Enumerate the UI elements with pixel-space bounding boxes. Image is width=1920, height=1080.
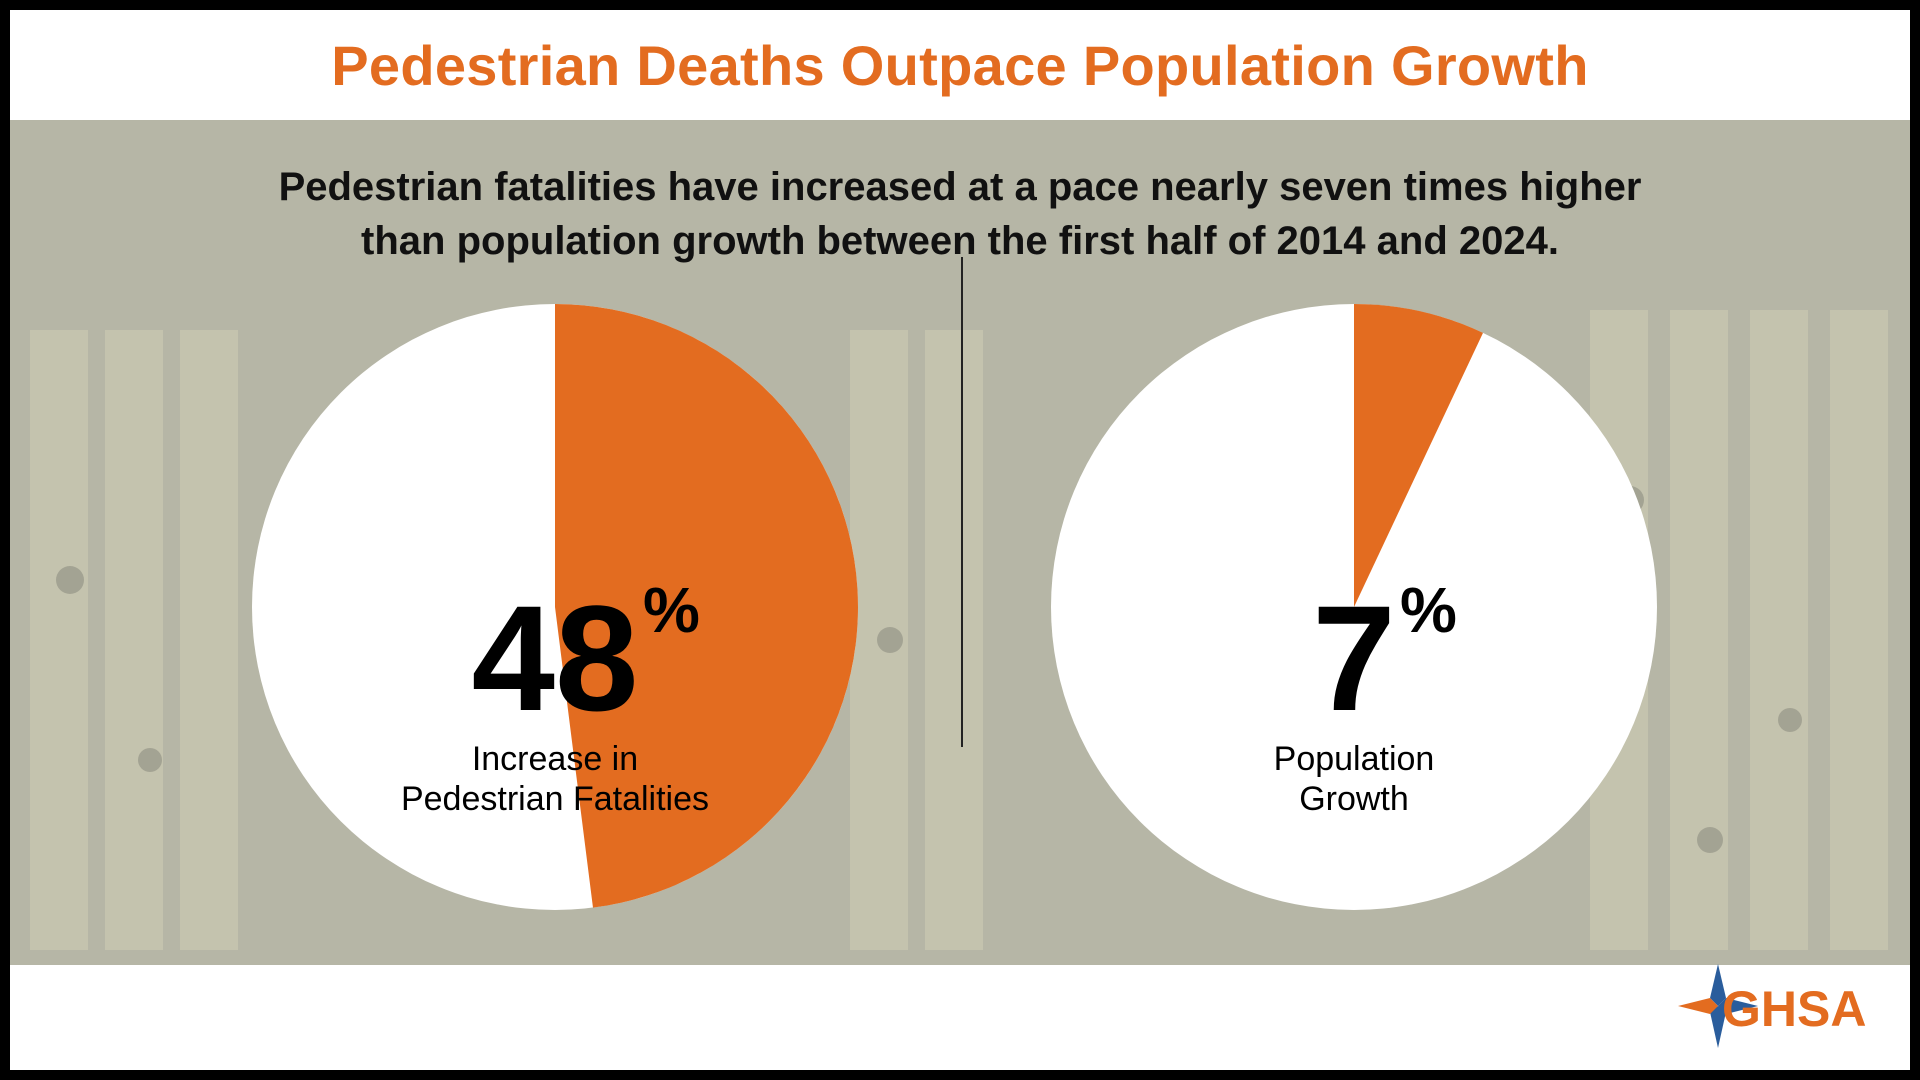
chart-divider xyxy=(961,257,963,747)
logo-text: GHSA xyxy=(1722,981,1866,1037)
subtitle-line-1: Pedestrian fatalities have increased at … xyxy=(278,165,1642,209)
chart-label-line: Population xyxy=(1274,740,1435,778)
pie-slice-growth xyxy=(1354,304,1484,607)
value-percent-sign: % xyxy=(643,574,700,646)
infographic-frame: Pedestrian Deaths Outpace Population Gro… xyxy=(10,10,1910,1070)
value-number: 48 xyxy=(472,574,639,742)
value-percent-sign: % xyxy=(1400,574,1457,646)
page-title: Pedestrian Deaths Outpace Population Gro… xyxy=(331,33,1589,97)
compass-star-icon xyxy=(1678,964,1758,1048)
chart-label-line: Increase in xyxy=(472,740,638,778)
value-number: 7 xyxy=(1312,574,1395,742)
subtitle-line-2: than population growth between the first… xyxy=(361,219,1559,263)
crosswalk-stripes xyxy=(30,310,1888,950)
ghsa-logo: GHSA xyxy=(1678,964,1866,1048)
pie-slice-increase xyxy=(555,304,859,908)
chart-label-line: Pedestrian Fatalities xyxy=(401,780,709,818)
subtitle: Pedestrian fatalities have increased at … xyxy=(10,160,1910,268)
chart-label-line: Growth xyxy=(1299,780,1409,818)
